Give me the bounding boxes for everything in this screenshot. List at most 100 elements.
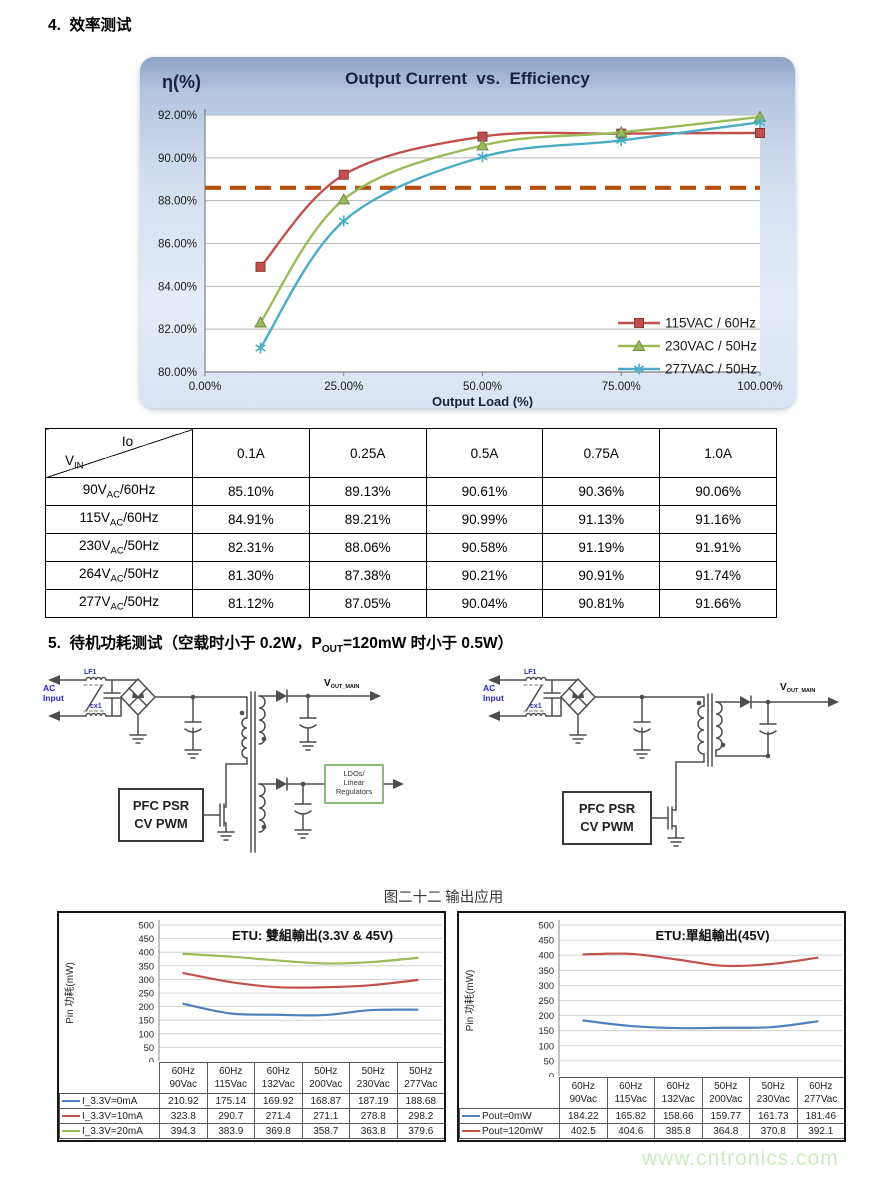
table-row: 277VAC/50Hz 81.12% 87.05% 90.04% 90.81% 91.66… <box>45 589 777 618</box>
series-marker <box>255 261 266 272</box>
y-tick-label: 82.00% <box>158 324 197 336</box>
table-cell: 271.4 <box>254 1108 303 1124</box>
series-marker <box>338 169 349 180</box>
standby-chart-title: ETU: 雙組輸出(3.3V & 45V) <box>232 928 393 943</box>
series-swatch-icon <box>462 1129 480 1132</box>
y-tick-label: 150 <box>138 1016 154 1026</box>
table-row: 230VAC/50Hz 82.31% 88.06% 90.58% 91.19% 91.91… <box>45 533 777 562</box>
circuit-diagram-single-output: PFC PSR CV PWM AC Input LF1 cx1 VOUT_MAI… <box>483 669 839 847</box>
ldo-label-line2: Linear <box>344 778 365 787</box>
table-cell: 158.66 <box>654 1108 703 1124</box>
legend-label: 115VAC / 60Hz <box>665 316 756 331</box>
table-cell: 187.19 <box>349 1093 398 1109</box>
table-cell: 169.92 <box>254 1093 303 1109</box>
y-tick-label: 400 <box>138 948 154 958</box>
y-tick-label: 84.00% <box>158 281 197 293</box>
series-marker <box>255 344 266 352</box>
section-5-heading: 5. 待机功耗测试（空载时小于 0.2W，POUT=120mW 时小于 0.5W… <box>48 631 513 655</box>
table-cell: 323.8 <box>159 1108 208 1124</box>
efficiency-table: Io VIN 0.1A 0.25A 0.5A 0.75A 1.0A 90VAC/60Hz 85.… <box>45 428 777 618</box>
series-marker <box>616 136 627 145</box>
pfc-controller-box <box>562 791 652 845</box>
table-cell: 91.74% <box>659 561 777 590</box>
table-cell: 184.22 <box>559 1108 608 1124</box>
series-line <box>582 1019 819 1030</box>
y-tick-label: 0 <box>149 1057 154 1063</box>
ac-input-label2: Input <box>483 693 504 703</box>
table-row: I_3.3V=10mA 323.8 290.7 271.4 271.1 278.8 298.… <box>59 1108 444 1124</box>
series-marker <box>338 217 349 225</box>
section-5-title-subscript: OUT <box>321 644 343 656</box>
y-axis-title: η(%) <box>162 72 201 92</box>
y-tick-label: 50 <box>544 1056 554 1066</box>
category-header: 50Hz 200Vac <box>701 1077 750 1109</box>
table-cell: 90.61% <box>425 477 544 506</box>
category-header: 60Hz 115Vac <box>206 1062 255 1094</box>
series-name: I_3.3V=10mA <box>82 1110 143 1122</box>
table-corner-cell <box>59 1062 160 1094</box>
series-swatch-icon <box>62 1114 80 1117</box>
y-tick-label: 400 <box>538 951 554 961</box>
row-header: 277VAC/50Hz <box>45 589 193 618</box>
series-key-cell: Pout=0mW <box>459 1108 560 1124</box>
table-row: Pout=120mW 402.5 404.6 385.8 364.8 370.8 392.1 <box>459 1123 844 1139</box>
cx1-label: cx1 <box>90 703 102 710</box>
y-tick-label: 300 <box>538 981 554 991</box>
series-key-cell: I_3.3V=10mA <box>59 1108 160 1124</box>
column-header: 0.75A <box>542 428 661 478</box>
table-cell: 369.8 <box>254 1123 303 1139</box>
series-marker <box>754 118 766 126</box>
series-name: I_3.3V=0mA <box>82 1095 138 1107</box>
table-cell: 90.81% <box>542 589 661 618</box>
series-marker <box>633 365 645 373</box>
table-corner-cell <box>459 1077 560 1109</box>
table-cell: 90.36% <box>542 477 661 506</box>
table-cell: 90.21% <box>425 561 544 590</box>
table-cell: 81.12% <box>192 589 310 618</box>
ldo-label-line3: Regulators <box>336 787 373 796</box>
table-cell: 81.30% <box>192 561 310 590</box>
row-header: 90VAC/60Hz <box>45 477 193 506</box>
y-tick-label: 80.00% <box>158 367 197 379</box>
legend-label: 230VAC / 50Hz <box>665 339 757 354</box>
standby-plot: 0 50 100 150 200 250 300 350 400 450 500 ETU:單組輸出(4… <box>464 920 842 1077</box>
table-cell: 165.82 <box>606 1108 655 1124</box>
category-header: 60Hz 115Vac <box>606 1077 655 1109</box>
table-row: I_3.3V=20mA 394.3 383.9 369.8 358.7 363.8 379.… <box>59 1123 444 1139</box>
table-cell: 271.1 <box>301 1108 350 1124</box>
ac-input-label: AC <box>483 683 495 693</box>
column-header: 1.0A <box>659 428 777 478</box>
circuit-wires <box>59 676 394 853</box>
series-marker <box>634 318 644 328</box>
standby-power-panel-single: 0 50 100 150 200 250 300 350 400 450 500 ETU:單組輸出(4… <box>457 911 846 1142</box>
figure-caption: 图二十二 输出应用 <box>383 890 504 906</box>
section-5-title-end: =120mW 时小于 0.5W） <box>342 635 514 652</box>
series-marker <box>337 192 351 205</box>
y-tick-label: 92.00% <box>158 110 197 122</box>
circuit-symbols <box>48 675 404 830</box>
pfc-label-line1: PFC PSR <box>579 801 636 816</box>
efficiency-plot: 80.00% 82.00% 84.00% 86.00% 88.00% 90.00% 92.0… <box>158 109 783 408</box>
cx1-label: cx1 <box>530 703 542 710</box>
series-line <box>182 971 419 989</box>
y-tick-label: 50 <box>144 1043 154 1053</box>
category-header: 50Hz 230Vac <box>749 1077 798 1109</box>
table-cell: 363.8 <box>349 1123 398 1139</box>
table-cell: 392.1 <box>796 1123 844 1139</box>
table-cell: 91.13% <box>542 505 661 534</box>
series-line <box>182 1002 419 1017</box>
standby-data-table: 60Hz 90Vac 60Hz 115Vac 60Hz 132Vac 50Hz 200Vac 5… <box>59 1062 444 1139</box>
table-cell: 402.5 <box>559 1123 608 1139</box>
table-cell: 188.68 <box>396 1093 444 1109</box>
category-header: 60Hz 90Vac <box>559 1077 608 1109</box>
table-cell: 161.73 <box>749 1108 798 1124</box>
table-cell: 85.10% <box>192 477 310 506</box>
y-tick-label: 100 <box>138 1029 154 1039</box>
table-cell: 181.46 <box>796 1108 844 1124</box>
y-tick-label: 90.00% <box>158 153 197 165</box>
y-axis-title: Pin 功耗(mW) <box>64 962 76 1024</box>
table-cell: 91.66% <box>659 589 777 618</box>
x-tick-label: 25.00% <box>324 381 363 393</box>
table-cell: 90.99% <box>425 505 544 534</box>
series-marker <box>477 153 488 161</box>
